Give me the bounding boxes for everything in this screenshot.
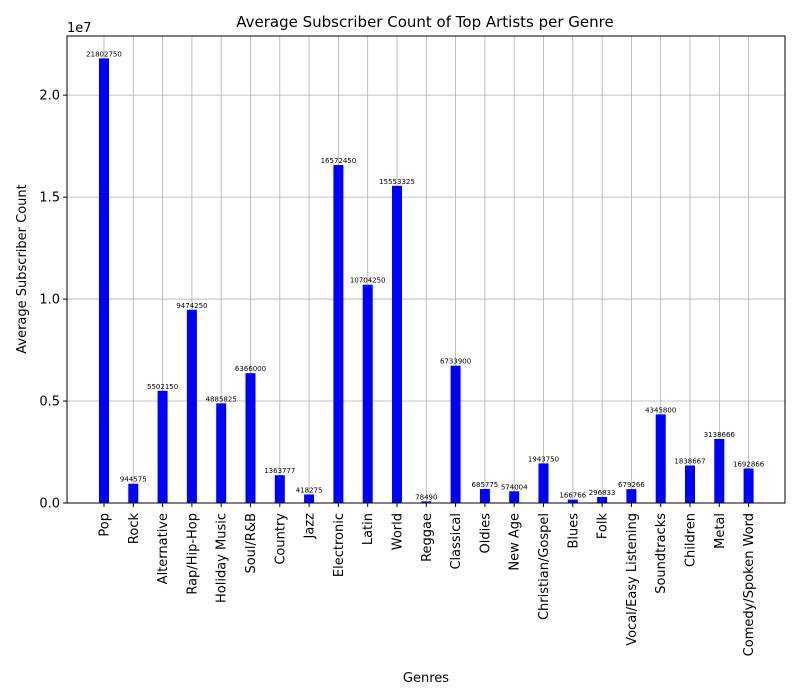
- y-tick-label: 1.5: [39, 191, 60, 206]
- bar-value-label: 6366000: [235, 365, 266, 373]
- bar-value-label: 9474250: [176, 302, 207, 310]
- bar: [538, 463, 549, 503]
- bar-value-label: 944575: [120, 476, 147, 484]
- bar: [245, 373, 256, 503]
- x-tick-label: New Age: [508, 513, 523, 571]
- bar-value-label: 679266: [618, 481, 645, 489]
- x-tick-label: Country: [273, 513, 288, 565]
- x-tick-label: Soul/R&B: [244, 513, 259, 574]
- x-tick-label: Pop: [98, 513, 113, 537]
- bar-value-label: 4345800: [645, 406, 676, 414]
- grid-lines: [67, 36, 785, 504]
- bars: [99, 58, 754, 504]
- bar: [362, 284, 373, 503]
- x-tick-label: Children: [684, 513, 699, 567]
- bar: [655, 414, 666, 503]
- bar: [157, 390, 168, 503]
- bar-value-label: 16572450: [321, 157, 357, 165]
- bar: [479, 489, 490, 503]
- x-tick-label: Electronic: [332, 513, 347, 577]
- bar: [743, 468, 754, 503]
- y-tick-label: 2.0: [39, 89, 60, 104]
- bar: [626, 489, 637, 503]
- y-axis-ticks: 0.0 0.5 1.0 1.5 2.0: [39, 89, 67, 512]
- bar-value-label: 10704250: [350, 277, 386, 285]
- bar: [597, 496, 608, 503]
- bar: [392, 185, 402, 503]
- bar: [685, 465, 695, 503]
- y-tick-label: 0.5: [39, 395, 60, 410]
- bar: [421, 501, 432, 503]
- bar-value-label: 5502150: [147, 383, 178, 391]
- bar-value-label: 1838667: [674, 458, 705, 466]
- bar-value-label: 21802750: [86, 50, 122, 58]
- bar: [333, 165, 344, 503]
- bar: [509, 491, 520, 503]
- x-tick-label: World: [391, 513, 406, 550]
- x-tick-label: Folk: [596, 513, 611, 540]
- bar: [304, 494, 315, 503]
- x-tick-label: Oldies: [478, 513, 493, 554]
- bar-value-label: 685775: [472, 481, 499, 489]
- bar-value-label: 15553325: [379, 178, 415, 186]
- y-axis-label: Average Subscriber Count: [15, 184, 30, 353]
- bar-value-label: 78490: [415, 493, 437, 501]
- bar: [128, 483, 139, 503]
- x-tick-label: Latin: [361, 513, 376, 545]
- y-tick-label: 1.0: [39, 293, 60, 308]
- x-axis-label: Genres: [403, 671, 449, 686]
- x-tick-label: Blues: [566, 513, 581, 549]
- x-tick-label: Reggae: [420, 513, 435, 562]
- bar: [186, 309, 197, 503]
- bar: [567, 499, 578, 503]
- x-tick-label: Holiday Music: [215, 513, 230, 603]
- x-tick-label: Metal: [713, 513, 728, 549]
- x-axis-ticks: Pop Rock Alternative Rap/Hip-Hop Holiday Mus…: [98, 503, 757, 656]
- bar: [714, 438, 725, 503]
- y-axis-scale-label: 1e7: [67, 21, 92, 36]
- data-labels: 21802750 944575 5502150 9474250 4885825 63660…: [86, 50, 765, 501]
- bar-value-label: 1943750: [528, 455, 559, 463]
- bar-value-label: 3138666: [704, 431, 736, 439]
- x-tick-label: Soundtracks: [654, 513, 669, 594]
- x-tick-label: Comedy/Spoken Word: [742, 513, 757, 656]
- x-tick-label: Rap/Hip-Hop: [185, 513, 200, 595]
- bar: [99, 58, 109, 504]
- x-tick-label: Alternative: [156, 513, 171, 584]
- x-tick-label: Jazz: [303, 513, 318, 540]
- x-tick-label: Classical: [449, 513, 464, 570]
- bar-value-label: 4885825: [206, 395, 237, 403]
- bar: [450, 365, 461, 503]
- chart-title: Average Subscriber Count of Top Artists …: [236, 13, 613, 31]
- x-tick-label: Rock: [127, 513, 142, 545]
- bar-value-label: 166766: [559, 492, 586, 500]
- bar-value-label: 574004: [501, 483, 528, 491]
- bar-value-label: 296833: [589, 489, 616, 497]
- bar-value-label: 418275: [296, 486, 323, 494]
- x-tick-label: Vocal/Easy Listening: [625, 513, 640, 646]
- y-tick-label: 0.0: [39, 497, 60, 512]
- bar-value-label: 1692866: [733, 460, 765, 468]
- bar-value-label: 6733900: [440, 358, 471, 366]
- bar: [216, 403, 227, 503]
- bar-value-label: 1363777: [264, 467, 295, 475]
- bar: [274, 475, 285, 503]
- x-tick-label: Christian/Gospel: [537, 513, 552, 620]
